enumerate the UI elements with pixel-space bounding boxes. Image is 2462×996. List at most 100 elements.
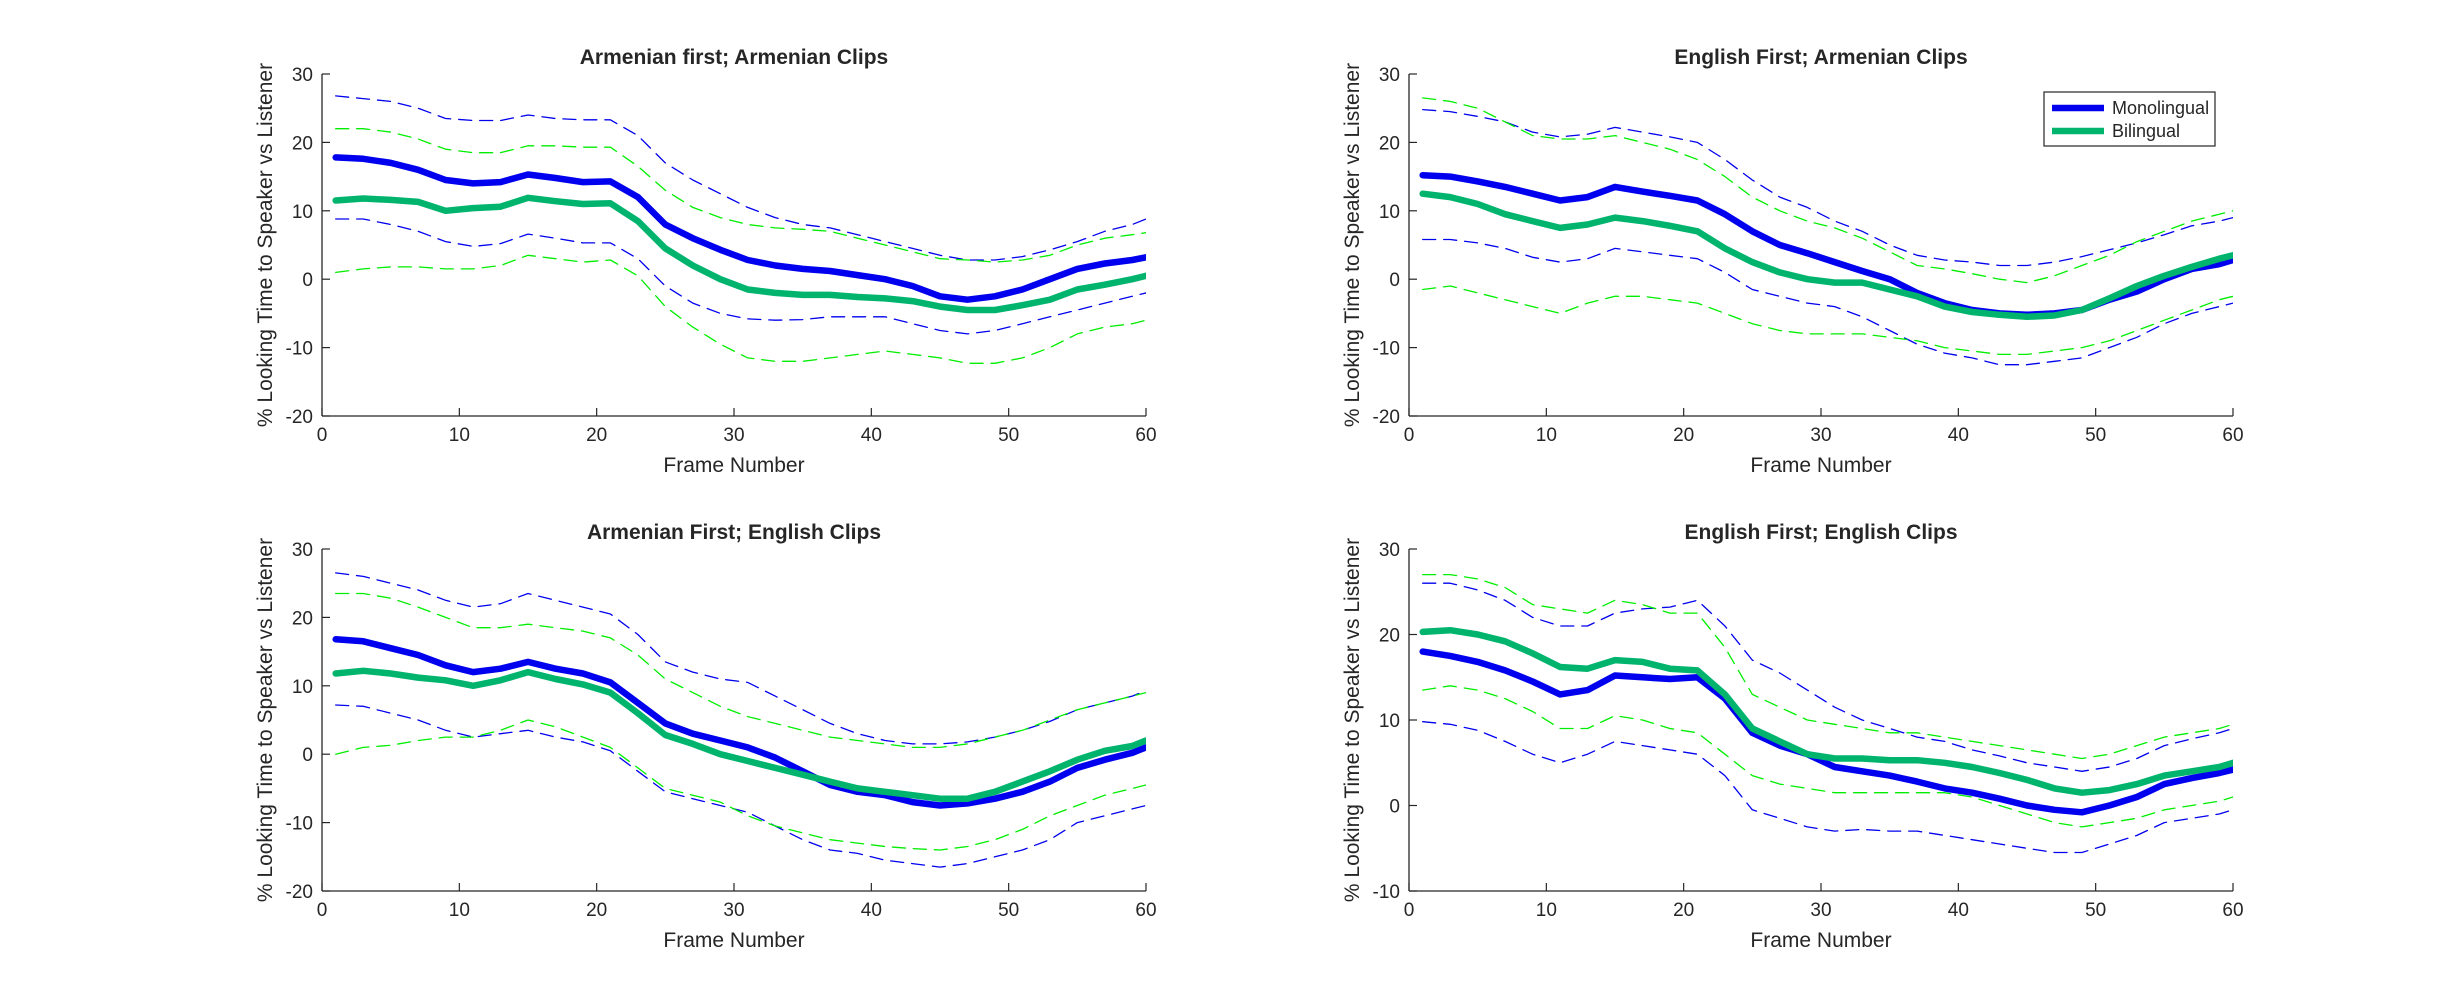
x-tick-label: 40 [861,900,882,921]
x-tick-label: 30 [723,900,744,921]
bilingual-lower-line [335,254,1146,364]
monolingual-upper-line [335,95,1146,261]
series-group [1419,573,2233,854]
x-tick-label: 40 [861,425,882,446]
y-tick-label: 30 [1379,540,1400,561]
legend-label: Bilingual [2112,121,2180,141]
x-tick-label: 40 [1948,425,1969,446]
x-tick-label: 10 [449,900,470,921]
y-tick-label: -10 [1373,339,1400,360]
bilingual-upper-line [1422,97,2233,284]
monolingual-lower-line [1422,721,2233,854]
monolingual-mean-line [1419,648,2233,816]
x-axis-label: Frame Number [1750,929,1891,952]
x-tick-label: 30 [1810,900,1831,921]
x-tick-label: 60 [2222,900,2243,921]
bilingual-mean-line [332,194,1146,314]
y-tick-label: 0 [302,745,313,766]
x-tick-label: 60 [1135,900,1156,921]
y-tick-label: 0 [302,270,313,291]
y-tick-label: 20 [1379,133,1400,154]
x-tick-label: 0 [1404,425,1415,446]
bilingual-mean-line [332,667,1146,802]
x-tick-label: 20 [1673,900,1694,921]
y-tick-label: 20 [292,608,313,629]
y-tick-label: 10 [292,202,313,223]
y-tick-label: 10 [1379,202,1400,223]
x-tick-label: 20 [1673,425,1694,446]
chart-panel-1: 0 10 20 30 40 50 60 -20 -10 0 10 20 30 Armenian first… [254,46,1157,477]
y-tick-label: -20 [286,882,313,903]
monolingual-lower-line [335,218,1146,335]
chart-panel-3: 0 10 20 30 40 50 60 -20 -10 0 10 20 30 Armenian First… [254,521,1157,952]
x-tick-label: 20 [586,425,607,446]
chart-title: Armenian First; English Clips [587,521,881,544]
monolingual-mean-line [332,636,1146,809]
x-tick-label: 0 [317,900,328,921]
y-axis-label: % Looking Time to Speaker vs Listener [254,538,277,902]
y-tick-label: 10 [292,677,313,698]
y-axis-label: % Looking Time to Speaker vs Listener [1341,538,1364,902]
x-tick-label: 10 [449,425,470,446]
legend-box [2043,91,2216,147]
x-tick-label: 50 [998,900,1019,921]
y-axis-label: % Looking Time to Speaker vs Listener [254,63,277,427]
y-tick-label: -10 [286,814,313,835]
x-tick-label: 30 [723,425,744,446]
x-tick-label: 60 [1135,425,1156,446]
x-tick-label: 50 [2085,425,2106,446]
bilingual-upper-line [1422,573,2233,760]
y-tick-label: 0 [1389,797,1400,818]
series-group [332,572,1146,868]
x-tick-label: 10 [1536,425,1557,446]
y-tick-label: -10 [286,339,313,360]
bilingual-mean-line [1419,626,2233,796]
monolingual-lower-line [1422,238,2233,366]
bilingual-upper-line [335,592,1146,749]
legend-label: Monolingual [2112,98,2209,118]
y-tick-label: 30 [292,540,313,561]
monolingual-mean-line [332,154,1146,303]
y-tick-label: 20 [1379,626,1400,647]
bilingual-mean-line [1419,190,2233,321]
bilingual-upper-line [335,128,1146,263]
y-tick-label: 20 [292,133,313,154]
y-tick-label: 10 [1379,711,1400,732]
legend: Monolingual Bilingual [2043,91,2216,147]
x-tick-label: 40 [1948,900,1969,921]
x-tick-label: 20 [586,900,607,921]
monolingual-upper-line [1422,582,2233,772]
bilingual-lower-line [335,719,1146,851]
y-tick-label: 30 [292,65,313,86]
x-axis-label: Frame Number [663,929,804,952]
monolingual-upper-line [335,572,1146,745]
x-axis-label: Frame Number [1750,454,1891,477]
y-tick-label: -20 [286,407,313,428]
monolingual-upper-line [1422,108,2233,267]
chart-panel-2: 0 10 20 30 40 50 60 -20 -10 0 10 20 30 English First;… [1341,46,2244,477]
y-axis-label: % Looking Time to Speaker vs Listener [1341,63,1364,427]
bilingual-lower-line [1422,685,2233,828]
y-tick-label: 0 [1389,270,1400,291]
series-group [332,95,1146,364]
chart-title: English First; English Clips [1684,521,1957,544]
x-tick-label: 10 [1536,900,1557,921]
y-tick-label: -10 [1373,882,1400,903]
x-tick-label: 0 [317,425,328,446]
monolingual-mean-line [1419,171,2233,319]
x-tick-label: 0 [1404,900,1415,921]
x-tick-label: 30 [1810,425,1831,446]
chart-title: Armenian first; Armenian Clips [580,46,888,69]
chart-title: English First; Armenian Clips [1674,46,1967,69]
x-axis-label: Frame Number [663,454,804,477]
y-tick-label: 30 [1379,65,1400,86]
y-tick-label: -20 [1373,407,1400,428]
bilingual-lower-line [1422,285,2233,356]
x-tick-label: 60 [2222,425,2243,446]
x-tick-label: 50 [998,425,1019,446]
x-tick-label: 50 [2085,900,2106,921]
monolingual-lower-line [335,704,1146,868]
series-group [1419,97,2233,366]
